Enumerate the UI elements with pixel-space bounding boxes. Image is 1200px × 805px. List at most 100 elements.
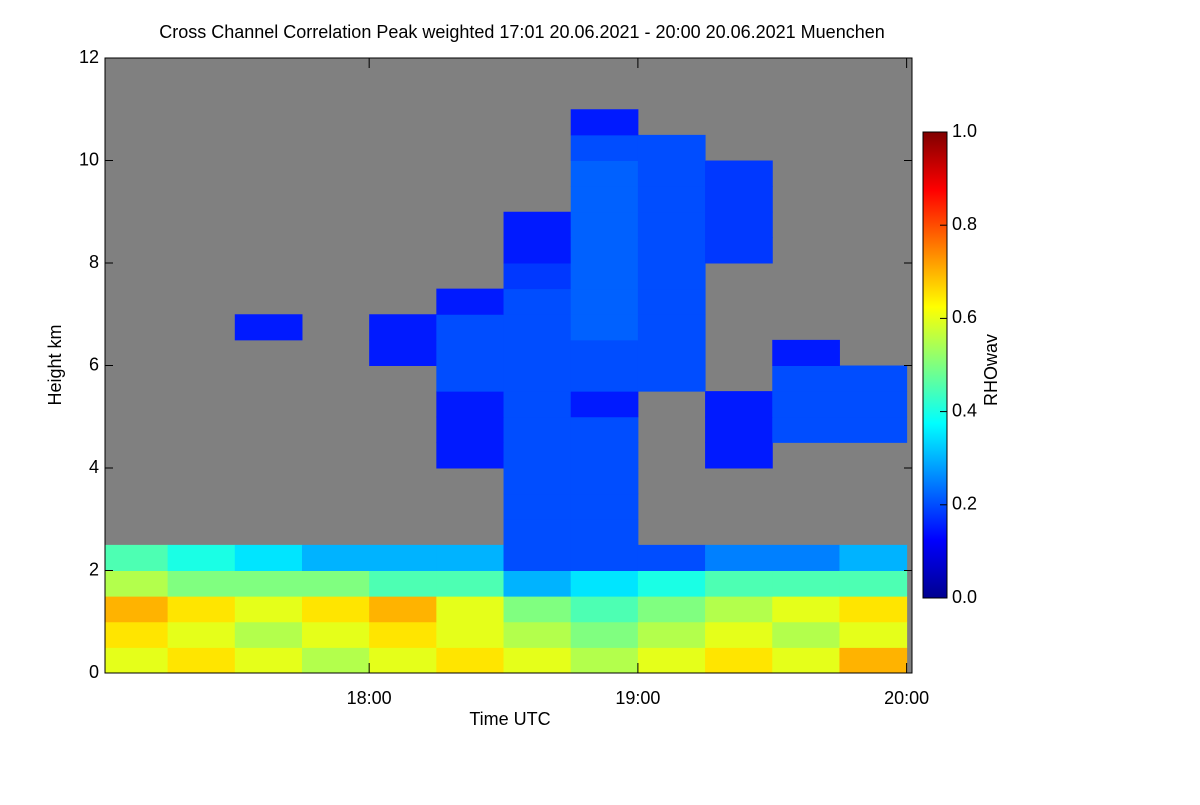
heatmap-cell xyxy=(839,365,908,392)
heatmap-cell xyxy=(772,365,840,392)
heatmap-cell xyxy=(167,570,236,597)
y-tick-label: 12 xyxy=(79,47,99,67)
heatmap-cell xyxy=(105,621,169,648)
heatmap-cell xyxy=(301,647,370,673)
heatmap-cell xyxy=(105,544,169,571)
y-tick-label: 0 xyxy=(89,662,99,682)
heatmap-cell xyxy=(637,647,706,673)
heatmap-cell xyxy=(436,288,505,315)
heatmap-cell xyxy=(105,647,169,673)
heatmap-cell xyxy=(436,416,505,443)
heatmap-cell xyxy=(570,339,639,366)
heatmap-cell xyxy=(369,544,437,571)
heatmap-cell xyxy=(705,391,773,418)
heatmap-cell xyxy=(503,596,572,623)
heatmap-cell xyxy=(503,570,572,597)
heatmap-cell xyxy=(503,442,572,469)
heatmap-cell xyxy=(234,544,303,571)
heatmap-cell xyxy=(503,647,572,673)
heatmap-cell xyxy=(772,416,840,443)
heatmap-cell xyxy=(772,621,840,648)
heatmap-cell xyxy=(705,544,773,571)
colorbar xyxy=(922,131,948,599)
heatmap-cell xyxy=(503,263,572,290)
heatmap-cell xyxy=(839,647,908,673)
heatmap-cell xyxy=(436,647,505,673)
heatmap-cell xyxy=(503,237,572,264)
heatmap-cell xyxy=(570,596,639,623)
heatmap-cell xyxy=(503,339,572,366)
heatmap-cell xyxy=(839,596,908,623)
heatmap-cell xyxy=(839,391,908,418)
heatmap-cell xyxy=(436,544,505,571)
colorbar-tick-label: 0.2 xyxy=(952,494,977,514)
y-tick-label: 8 xyxy=(89,252,99,272)
heatmap-cell xyxy=(570,416,639,443)
heatmap-cell xyxy=(705,596,773,623)
heatmap-cell xyxy=(369,339,437,366)
heatmap-cell xyxy=(369,647,437,673)
heatmap-cell xyxy=(369,621,437,648)
colorbar-label: RHOwav xyxy=(981,334,1001,406)
heatmap-cell xyxy=(436,621,505,648)
heatmap-cell xyxy=(436,442,505,469)
heatmap-cell xyxy=(839,416,908,443)
heatmap-cell xyxy=(369,314,437,341)
x-tick-label: 20:00 xyxy=(884,688,929,708)
heatmap-cell xyxy=(503,468,572,495)
heatmap-cell xyxy=(301,596,370,623)
heatmap-cell xyxy=(436,391,505,418)
heatmap-cell xyxy=(503,211,572,238)
heatmap-cell xyxy=(570,263,639,290)
heatmap-cell xyxy=(637,237,706,264)
heatmap-cell xyxy=(234,596,303,623)
colorbar-tick-label: 1.0 xyxy=(952,121,977,141)
heatmap-cell xyxy=(503,288,572,315)
x-tick-label: 18:00 xyxy=(347,688,392,708)
heatmap-cell xyxy=(105,596,169,623)
heatmap-cell xyxy=(570,288,639,315)
heatmap-cell xyxy=(839,544,908,571)
heatmap-cell xyxy=(570,391,639,418)
heatmap-cell xyxy=(570,186,639,213)
heatmap-cell xyxy=(839,570,908,597)
heatmap-cell xyxy=(705,211,773,238)
heatmap-cell xyxy=(570,519,639,546)
heatmap-cell xyxy=(637,211,706,238)
heatmap-cell xyxy=(167,596,236,623)
heatmap-cell xyxy=(436,570,505,597)
heatmap-cell xyxy=(570,621,639,648)
heatmap-cell xyxy=(705,442,773,469)
heatmap-cell xyxy=(637,570,706,597)
heatmap-cell xyxy=(637,134,706,161)
heatmap-cell xyxy=(637,544,706,571)
heatmap-cell xyxy=(772,339,840,366)
heatmap-cell xyxy=(637,263,706,290)
heatmap-cell xyxy=(570,237,639,264)
heatmap-cell xyxy=(705,237,773,264)
heatmap-cell xyxy=(503,365,572,392)
heatmap-cell xyxy=(167,647,236,673)
colorbar-tick-label: 0.0 xyxy=(952,587,977,607)
heatmap-cell xyxy=(369,570,437,597)
heatmap-cell xyxy=(637,288,706,315)
y-tick-label: 6 xyxy=(89,354,99,374)
heatmap-cell xyxy=(436,314,505,341)
heatmap-cell xyxy=(637,596,706,623)
heatmap-cell xyxy=(503,493,572,520)
heatmap-cell xyxy=(436,365,505,392)
heatmap-cell xyxy=(705,647,773,673)
heatmap-cell xyxy=(503,391,572,418)
heatmap-cell xyxy=(234,314,303,341)
heatmap-cell xyxy=(570,647,639,673)
heatmap-cell xyxy=(436,596,505,623)
heatmap-cell xyxy=(167,621,236,648)
heatmap-cell xyxy=(705,621,773,648)
heatmap-cell xyxy=(637,621,706,648)
heatmap-cell xyxy=(570,493,639,520)
heatmap-cell xyxy=(503,314,572,341)
colorbar-tick-label: 0.6 xyxy=(952,307,977,327)
heatmap-cell xyxy=(503,544,572,571)
y-tick-label: 4 xyxy=(89,457,99,477)
heatmap xyxy=(105,58,912,673)
